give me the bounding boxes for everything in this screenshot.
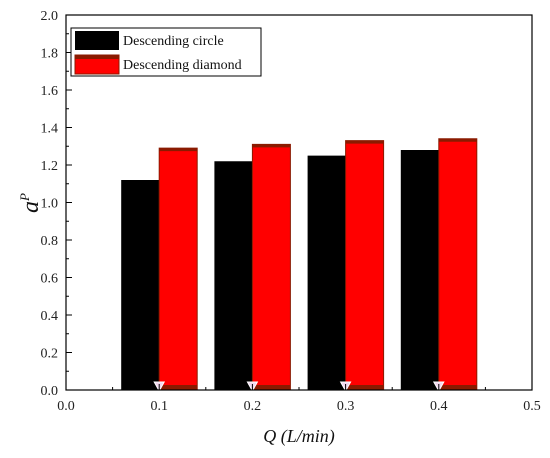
bar-descending-diamond-1 <box>251 143 291 391</box>
y-tick-label: 0.2 <box>41 347 59 362</box>
y-tick-label: 1.4 <box>41 122 59 137</box>
x-tick-label: 0.3 <box>337 399 355 414</box>
y-tick-label: 0.8 <box>41 234 59 249</box>
x-tick-label: 0.4 <box>430 399 448 414</box>
y-tick-label: 0.6 <box>41 272 59 287</box>
bar-base-descending-diamond-3 <box>438 385 477 390</box>
bar-descending-circle-2 <box>307 155 346 390</box>
y-axis-title-superscript: P <box>17 193 32 202</box>
bar-base-descending-diamond-2 <box>345 385 384 390</box>
x-axis-title: Q (L/min) <box>263 426 335 447</box>
x-tick-label: 0.1 <box>150 399 168 414</box>
legend-label-descending-diamond: Descending diamond <box>123 58 242 73</box>
x-tick-label: 0.0 <box>57 399 75 414</box>
bar-cap-descending-diamond-0 <box>159 148 198 152</box>
legend: Descending circle Descending diamond <box>70 27 262 77</box>
y-tick-label: 2.0 <box>41 9 59 24</box>
legend-label-descending-circle: Descending circle <box>123 34 224 49</box>
bar-descending-diamond-0 <box>158 147 198 391</box>
y-tick-label: 1.2 <box>41 159 59 174</box>
y-tick-label: 0.0 <box>41 384 59 399</box>
bar-descending-diamond-3 <box>438 138 478 391</box>
bar-descending-circle-0 <box>121 180 160 390</box>
bar-cap-descending-diamond-3 <box>438 138 477 142</box>
y-tick-label: 1.6 <box>41 84 59 99</box>
x-tick-label: 0.5 <box>523 399 541 414</box>
y-axis-title: aP <box>17 193 44 213</box>
bar-descending-circle-1 <box>214 161 253 390</box>
y-tick-label: 0.4 <box>41 309 59 324</box>
bar-group <box>121 138 478 391</box>
bar-descending-circle-3 <box>400 150 439 390</box>
legend-swatch-descending-diamond-cap <box>75 55 119 59</box>
bar-base-descending-diamond-0 <box>159 385 198 390</box>
bar-base-descending-diamond-1 <box>252 385 291 390</box>
x-axis-ticks: 0.0 0.1 0.2 0.3 0.4 0.5 <box>57 384 541 414</box>
y-tick-label: 1.8 <box>41 47 59 62</box>
x-tick-label: 0.2 <box>244 399 262 414</box>
y-axis-ticks: 0.0 0.2 0.4 0.6 0.8 1.0 1.2 1.4 1.6 1.8 2.0 <box>41 9 72 399</box>
legend-swatch-descending-circle <box>75 31 119 50</box>
bar-cap-descending-diamond-2 <box>345 140 384 144</box>
y-axis-title-base: a <box>18 201 44 213</box>
bar-cap-descending-diamond-1 <box>252 144 291 148</box>
bar-descending-diamond-2 <box>345 140 385 391</box>
y-tick-label: 1.0 <box>41 197 59 212</box>
